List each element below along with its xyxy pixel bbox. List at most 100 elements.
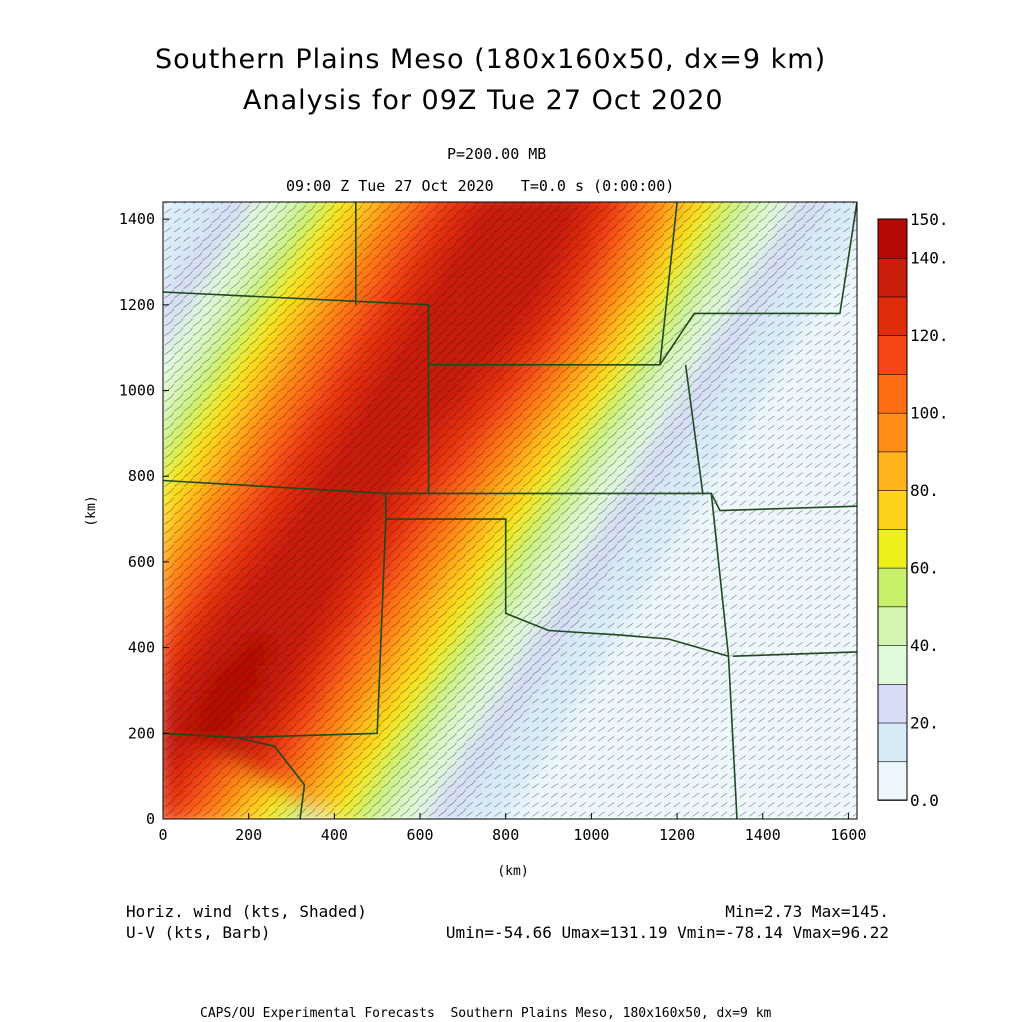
speed-cell bbox=[186, 718, 195, 728]
speed-cell bbox=[702, 734, 712, 743]
speed-cell bbox=[255, 811, 265, 819]
speed-cell bbox=[247, 649, 257, 659]
speed-cell bbox=[456, 556, 465, 566]
speed-cell bbox=[471, 749, 481, 759]
speed-cell bbox=[340, 811, 350, 819]
speed-cell bbox=[456, 533, 465, 543]
speed-cell bbox=[749, 572, 758, 581]
speed-cell bbox=[163, 541, 172, 551]
speed-cell bbox=[324, 471, 334, 481]
speed-cell bbox=[517, 572, 527, 581]
speed-cell bbox=[756, 495, 766, 504]
speed-cell bbox=[371, 487, 380, 497]
speed-cell bbox=[671, 533, 681, 543]
speed-cell bbox=[479, 819, 488, 828]
speed-cell bbox=[687, 726, 697, 736]
speed-cell bbox=[440, 641, 450, 651]
speed-cell bbox=[216, 564, 226, 574]
speed-cell bbox=[795, 425, 805, 435]
speed-cell bbox=[363, 556, 373, 566]
speed-cell bbox=[301, 672, 311, 682]
speed-cell bbox=[463, 564, 473, 574]
speed-cell bbox=[355, 502, 365, 512]
speed-cell bbox=[633, 741, 643, 751]
speed-cell bbox=[363, 464, 373, 473]
speed-cell bbox=[186, 757, 195, 767]
speed-cell bbox=[471, 441, 481, 450]
speed-cell bbox=[193, 726, 203, 736]
speed-cell bbox=[702, 541, 712, 551]
speed-cell bbox=[486, 633, 496, 643]
speed-cell bbox=[664, 734, 673, 743]
speed-cell bbox=[594, 795, 604, 805]
speed-cell bbox=[826, 788, 835, 797]
speed-cell bbox=[378, 780, 388, 790]
speed-cell bbox=[201, 757, 211, 767]
speed-cell bbox=[448, 433, 458, 443]
speed-cell bbox=[232, 749, 242, 759]
speed-cell bbox=[617, 718, 627, 728]
speed-cell bbox=[193, 672, 203, 682]
speed-cell bbox=[240, 579, 249, 589]
speed-cell bbox=[857, 649, 866, 658]
speed-cell bbox=[756, 649, 766, 659]
speed-cell bbox=[216, 456, 226, 466]
speed-cell bbox=[417, 441, 427, 450]
speed-cell bbox=[734, 819, 743, 828]
speed-cell bbox=[510, 495, 519, 504]
speed-cell bbox=[788, 819, 797, 828]
speed-cell bbox=[648, 687, 658, 697]
speed-cell bbox=[240, 572, 249, 581]
speed-cell bbox=[217, 819, 226, 828]
speed-cell bbox=[371, 819, 380, 828]
speed-cell bbox=[432, 765, 442, 774]
speed-cell bbox=[363, 587, 373, 597]
speed-cell bbox=[695, 448, 704, 458]
speed-cell bbox=[641, 549, 650, 558]
speed-cell bbox=[617, 811, 627, 819]
speed-cell bbox=[841, 780, 851, 790]
speed-cell bbox=[502, 749, 511, 759]
speed-cell bbox=[324, 795, 334, 805]
speed-cell bbox=[247, 487, 257, 497]
speed-cell bbox=[695, 780, 704, 790]
speed-cell bbox=[648, 703, 658, 713]
speed-cell bbox=[625, 610, 635, 620]
speed-cell bbox=[641, 502, 650, 512]
speed-cell bbox=[240, 479, 249, 489]
speed-cell bbox=[571, 680, 581, 689]
speed-cell bbox=[425, 417, 434, 427]
speed-cell bbox=[679, 664, 689, 674]
speed-cell bbox=[810, 448, 820, 458]
speed-cell bbox=[240, 541, 249, 551]
speed-cell bbox=[394, 680, 404, 689]
speed-cell bbox=[170, 410, 180, 419]
speed-cell bbox=[471, 448, 481, 458]
speed-cell bbox=[625, 664, 635, 674]
speed-cell bbox=[216, 572, 226, 581]
speed-cell bbox=[718, 456, 727, 466]
speed-cell bbox=[617, 510, 627, 520]
speed-cell bbox=[502, 456, 511, 466]
speed-cell bbox=[163, 410, 172, 419]
speed-cell bbox=[201, 456, 211, 466]
speed-cell bbox=[178, 572, 188, 581]
speed-cell bbox=[348, 441, 357, 450]
speed-cell bbox=[702, 456, 712, 466]
speed-cell bbox=[625, 495, 635, 504]
speed-cell bbox=[648, 649, 658, 659]
speed-cell bbox=[664, 618, 673, 628]
speed-cell bbox=[818, 633, 828, 643]
speed-cell bbox=[818, 680, 828, 689]
speed-cell bbox=[818, 819, 827, 828]
speed-cell bbox=[440, 687, 450, 697]
speed-cell bbox=[163, 464, 172, 473]
speed-cell bbox=[803, 579, 812, 589]
speed-cell bbox=[286, 525, 296, 535]
speed-cell bbox=[448, 795, 458, 805]
speed-cell bbox=[224, 803, 234, 813]
speed-cell bbox=[486, 502, 496, 512]
speed-cell bbox=[348, 741, 357, 751]
speed-cell bbox=[417, 795, 427, 805]
speed-cell bbox=[610, 757, 619, 767]
